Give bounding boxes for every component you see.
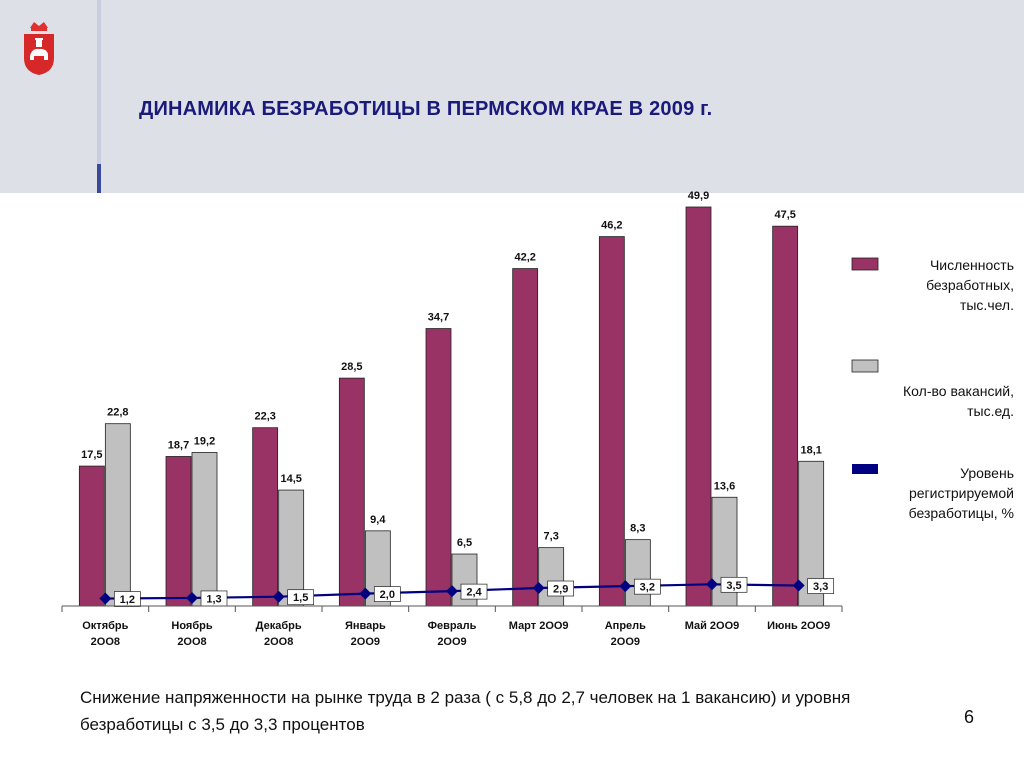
x-tick-label: 2OO8 [91,636,120,648]
x-tick-label: Январь [345,620,386,632]
bar-value-label: 7,3 [544,531,559,543]
bar-value-label: 46,2 [601,220,622,232]
page-number: 6 [964,707,975,727]
rate-point [792,579,805,592]
rate-label-box [807,578,835,594]
rate-point [532,582,545,595]
legend-label: безработицы, % [909,505,1014,521]
rate-value-label: 1,3 [206,593,221,605]
bar-value-label: 47,5 [774,209,795,221]
legend-label: тыс.ед. [967,403,1014,419]
bar-value-label: 34,7 [428,312,449,324]
unemployment-chart: 17,5 22,8 18,7 19,2 22,3 14,5 28,5 9,4 34,7 6,5 42… [61,190,1014,648]
x-tick-label: 2OO9 [611,636,640,648]
rate-value-label: 1,5 [293,592,308,604]
rate-point [446,585,458,598]
legend-label: регистрируемой [909,485,1014,501]
bar-value-label: 9,4 [370,514,386,526]
x-tick-label: Февраль [428,620,477,632]
bar-value-label: 18,1 [800,444,821,456]
rate-value-label: 3,5 [726,580,741,592]
bar-unemployed [598,236,625,607]
rate-value-label: 2,0 [380,589,395,601]
bar-value-label: 6,5 [457,537,472,549]
bar-value-label: 14,5 [280,473,301,485]
x-tick-label: Апрель [605,620,646,632]
bar-value-label: 49,9 [688,190,709,202]
chart-axis: Октябрь 2OO8 Ноябрь 2OO8 Декабрь 2OO8 Январь 2O… [61,605,843,648]
footer-text: Снижение напряженности на рынке труда в … [80,688,851,734]
legend-label: тыс.чел. [960,297,1014,313]
x-tick-label: Май 2OO9 [685,620,740,632]
bar-unemployed [338,377,365,607]
bar-unemployed [252,427,279,607]
rate-value-label: 2,9 [553,584,568,596]
x-tick-label: 2OO8 [264,636,293,648]
bar-value-label: 22,3 [254,411,275,423]
legend-label: Кол-во вакансий, [903,383,1014,399]
rate-label-box [373,586,401,602]
rate-value-label: 3,3 [813,581,828,593]
rate-label-box [460,583,488,600]
bar-vacancies [624,539,651,607]
header-stripe [97,0,101,193]
bar-unemployed [425,328,452,607]
chart-line: 1,2 1,3 1,5 2,0 2,4 2,9 3,2 3,5 3,3 [99,576,835,607]
bar-value-label: 22,8 [107,407,128,419]
rate-value-label: 2,4 [466,587,482,599]
bar-value-label: 42,2 [514,252,535,264]
rate-point [359,587,372,600]
rate-point [272,590,285,603]
bar-value-label: 28,5 [341,361,362,373]
rate-point [619,580,632,593]
rate-point [99,592,112,605]
rate-label-box [633,578,661,595]
rate-point [186,591,198,604]
x-tick-label: 2OO9 [351,636,380,648]
rate-label-box [113,591,141,607]
rate-value-label: 1,2 [120,594,135,606]
x-tick-label: Декабрь [256,620,302,632]
legend-label: Уровень [960,465,1014,481]
x-tick-label: Октябрь [82,620,128,632]
bar-value-label: 19,2 [194,435,215,447]
legend-swatch-rate [852,464,878,474]
legend-swatch-vacancies [851,359,879,373]
rate-point [706,578,718,591]
chart-bars: 17,5 22,8 18,7 19,2 22,3 14,5 28,5 9,4 34,7 6,5 42… [78,190,825,607]
rate-label-box [287,589,315,606]
legend-swatch-unemployed [851,257,879,271]
bar-vacancies [104,423,131,607]
x-tick-label: Март 2OO9 [509,620,569,632]
bar-vacancies [191,452,218,607]
bar-value-label: 17,5 [81,449,102,461]
bar-unemployed [772,225,799,607]
header-band [0,0,1024,193]
chart-legend: Численность безработных, тыс.чел. Кол-во ва… [851,257,1014,521]
slide-title: ДИНАМИКА БЕЗРАБОТИЦЫ В ПЕРМСКОМ КРАЕ В 2… [139,98,713,120]
bar-unemployed [78,465,105,607]
bar-vacancies [538,547,565,607]
legend-label: Численность [930,257,1014,273]
rate-value-label: 3,2 [640,582,655,594]
x-tick-label: 2OO9 [437,636,466,648]
bar-value-label: 18,7 [168,439,189,451]
bar-value-label: 8,3 [630,523,645,535]
x-tick-label: Июнь 2OO9 [767,620,830,632]
bar-unemployed [165,456,192,607]
bar-unemployed [512,268,539,607]
coat-of-arms-icon [24,22,54,75]
bar-value-label: 13,6 [714,480,735,492]
rate-label-box [547,580,575,597]
legend-label: безработных, [926,277,1014,293]
x-tick-label: Ноябрь [171,620,212,632]
bar-unemployed [685,206,712,607]
rate-label-box [720,576,748,593]
x-tick-label: 2OO8 [177,636,206,648]
bar-vacancies [278,489,305,607]
